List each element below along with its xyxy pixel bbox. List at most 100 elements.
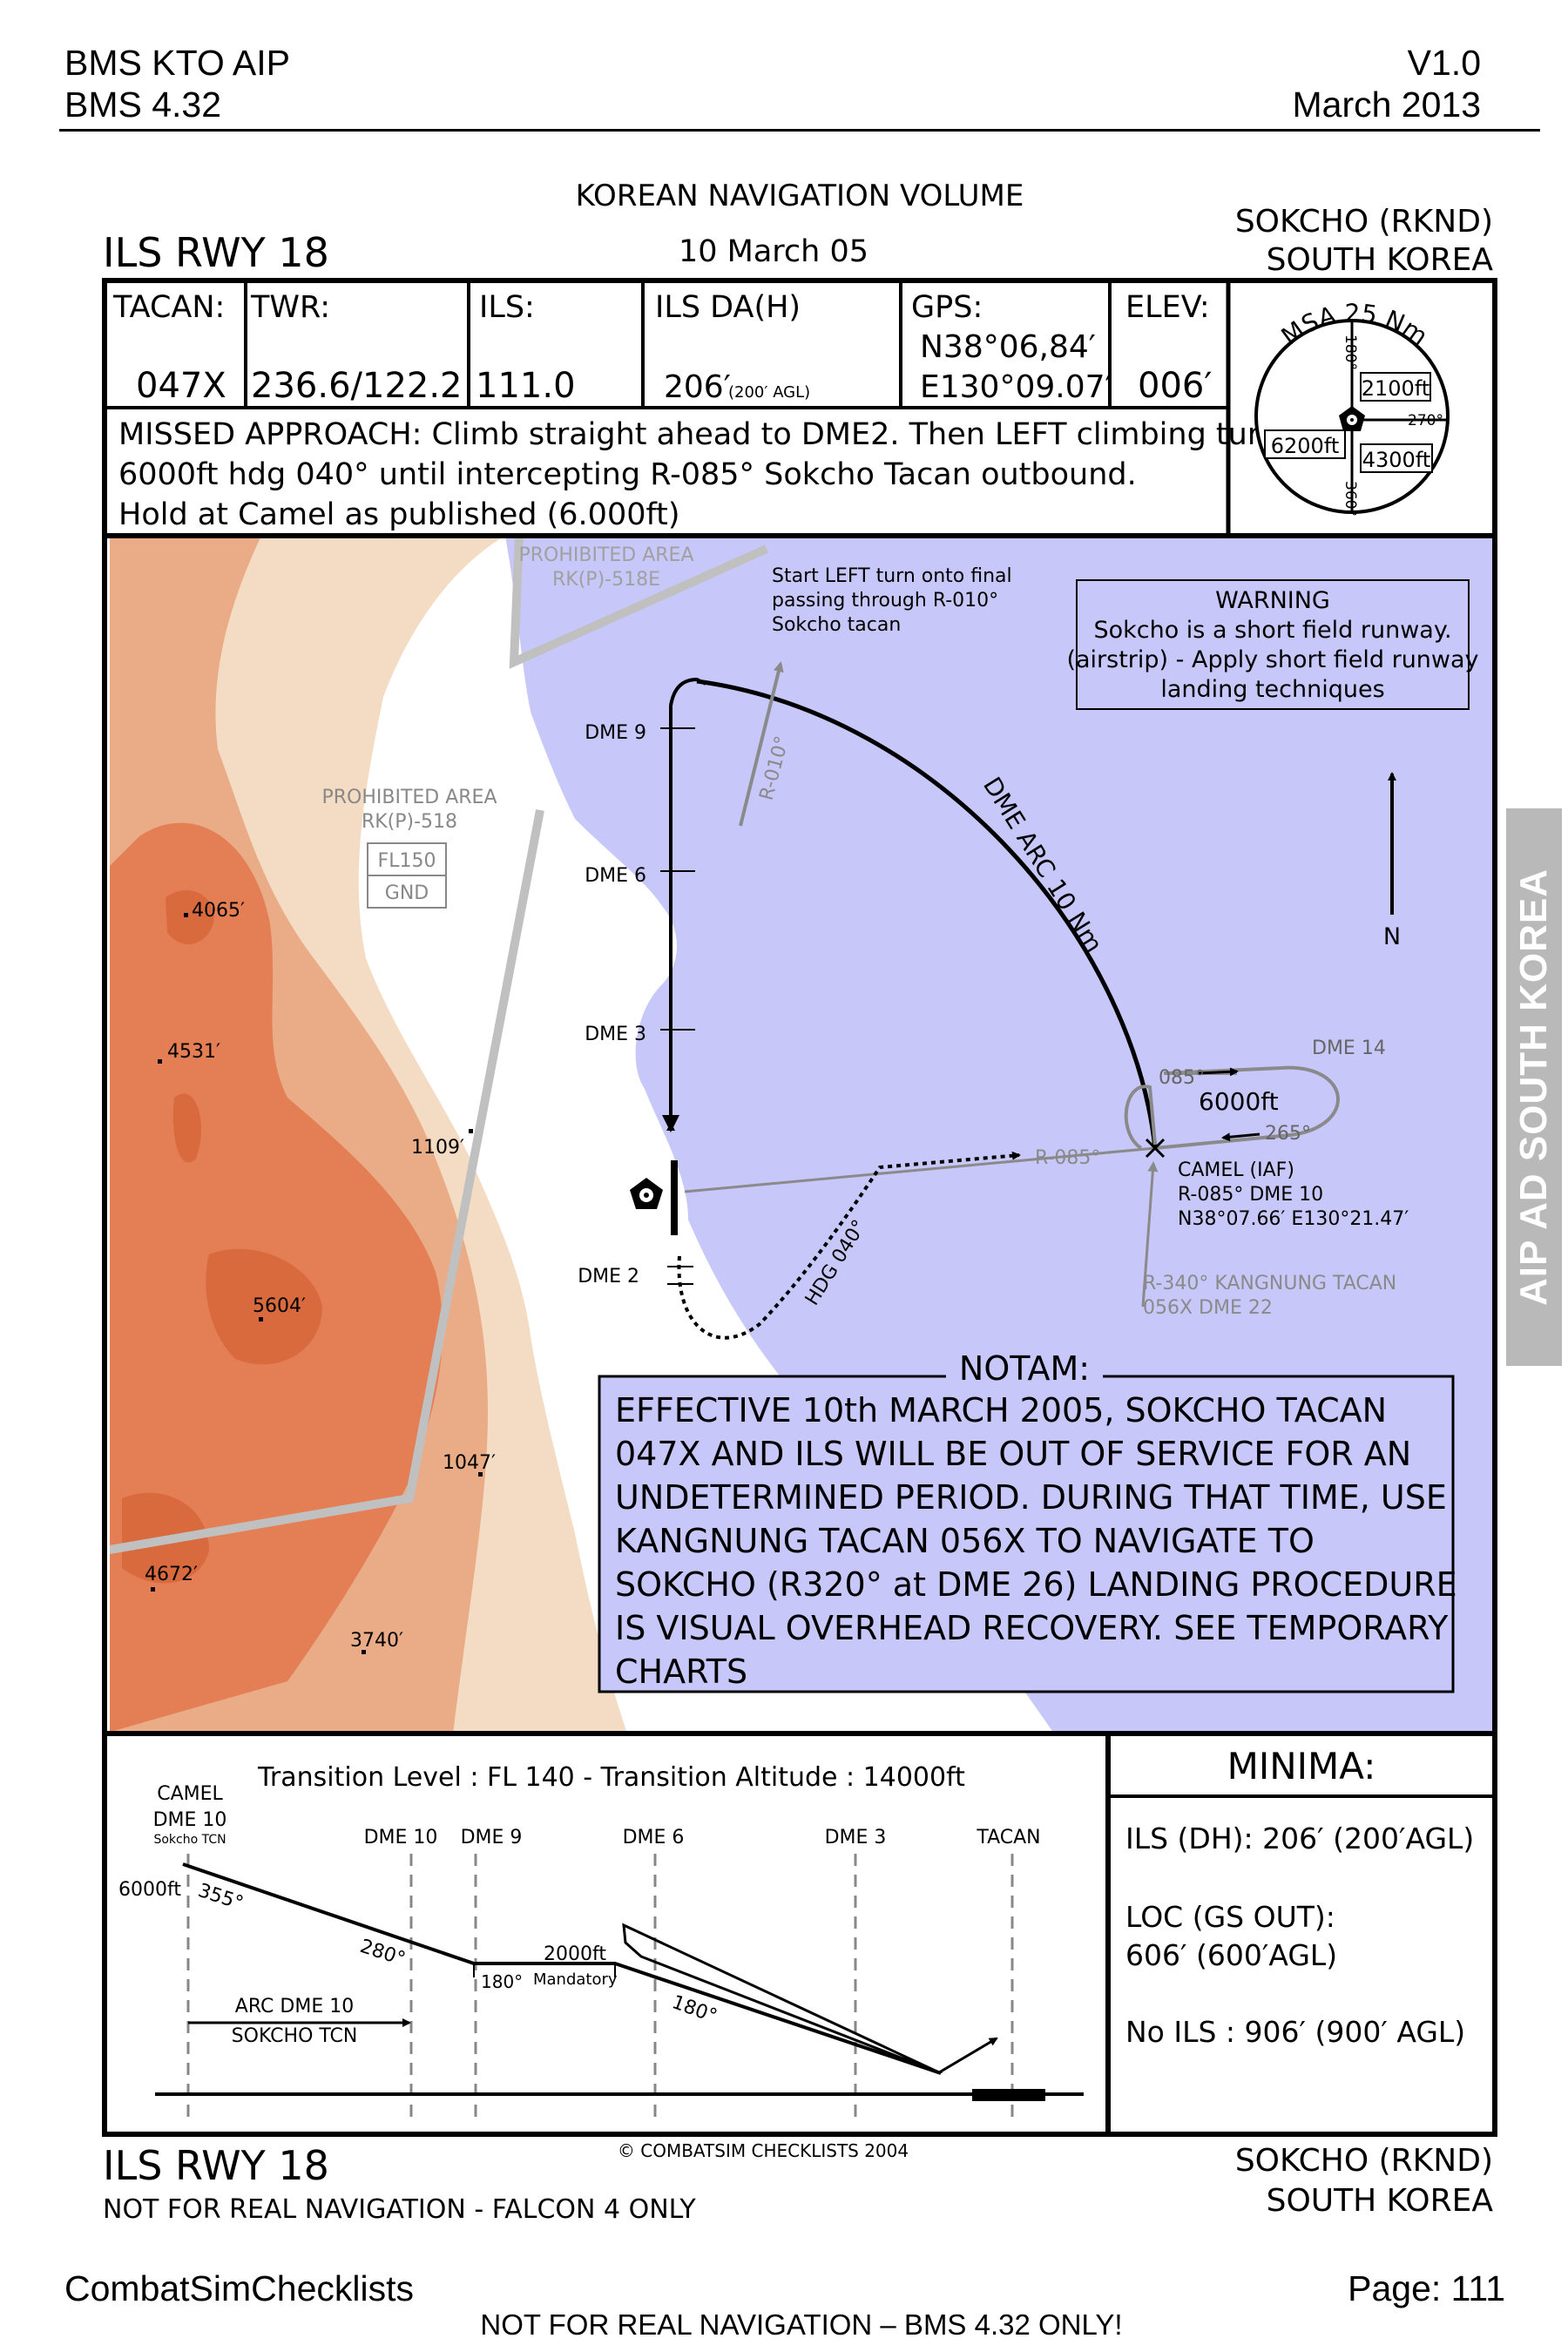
- profile-fix-lines: [186, 1854, 1014, 2117]
- gps-lon: E130°09.07′: [920, 369, 1112, 405]
- descent-profile: [182, 1862, 942, 2075]
- radial-085-label: R-085°: [1035, 1147, 1100, 1169]
- header-date: March 2013: [1292, 84, 1481, 125]
- dme-2-label: DME 2: [578, 1266, 639, 1288]
- section-tab: AIP AD SOUTH KOREA: [1506, 808, 1562, 1366]
- profile-crs-180a: 180°: [481, 1971, 523, 1992]
- start-turn-note: Sokcho tacan: [772, 614, 901, 636]
- prohibited-area-label: PROHIBITED AREA: [518, 544, 693, 566]
- elevation-label: 4065′: [192, 900, 245, 922]
- profile-camel: Sokcho TCN: [153, 1833, 226, 1847]
- header-doc-version: BMS 4.32: [64, 84, 222, 125]
- warning-text: landing techniques: [1160, 676, 1384, 703]
- msa-diagram: MSA 25 Nm 2100ft 6200ft 4300ft 180° 270°…: [1254, 299, 1450, 517]
- tacan-label: TACAN:: [112, 290, 225, 325]
- prohibited-boundary: [509, 538, 769, 669]
- elev-label: ELEV:: [1125, 290, 1210, 325]
- warning-text: (airstrip) - Apply short field runway: [1066, 646, 1478, 673]
- profile-alt-6000: 6000ft: [118, 1879, 181, 1901]
- notam-line: SOKCHO (R320° at DME 26) LANDING PROCEDU…: [615, 1565, 1457, 1604]
- radial-085: [684, 1146, 1156, 1193]
- camel-fix-icon: [1145, 1138, 1166, 1159]
- notam-line: 047X AND ILS WILL BE OUT OF SERVICE FOR …: [615, 1435, 1411, 1473]
- radial-010: [739, 661, 784, 827]
- prohibited-area-label: PROHIBITED AREA: [321, 787, 497, 808]
- glide-slope-feather: [622, 1923, 942, 2075]
- camel-coords: N38°07.66′ E130°21.47′: [1178, 1208, 1409, 1230]
- spot-elevations: [151, 913, 483, 1654]
- dme-3-label: DME 3: [585, 1024, 646, 1045]
- ils-da-agl: (200′ AGL): [728, 383, 810, 402]
- elevation-label: 3740′: [350, 1630, 403, 1652]
- airport-country: SOUTH KOREA: [1267, 242, 1494, 278]
- holding-pattern: [1124, 1065, 1340, 1150]
- gps-label: GPS:: [911, 290, 983, 325]
- profile-fix-label: DME 6: [623, 1827, 685, 1848]
- section-tab-label: AIP AD SOUTH KOREA: [1512, 868, 1555, 1307]
- footer-notice: NOT FOR REAL NAVIGATION – BMS 4.32 ONLY!: [480, 2308, 1123, 2341]
- fl-top: FL150: [378, 850, 436, 872]
- terrain-peak-2: [206, 1248, 322, 1365]
- profile-climb: [939, 2037, 998, 2073]
- start-turn-note: passing through R-010°: [772, 590, 998, 612]
- terrain-peak-4: [172, 1093, 201, 1163]
- header-rule: [59, 129, 1540, 132]
- profile-crs-355: 355°: [195, 1880, 246, 1915]
- minima-no-ils: No ILS : 906′ (900′ AGL): [1125, 2015, 1465, 2049]
- msa-alt-ne: 2100ft: [1362, 376, 1430, 401]
- elevation-label: 5604′: [253, 1295, 306, 1317]
- header-doc-title: BMS KTO AIP: [64, 43, 290, 83]
- transition-info: Transition Level : FL 140 - Transition A…: [257, 1762, 965, 1793]
- start-turn-note: Start LEFT turn onto final: [772, 565, 1012, 587]
- dme-14-label: DME 14: [1312, 1037, 1386, 1059]
- approach-track: [666, 677, 706, 1131]
- gps-lat: N38°06,84′: [920, 329, 1096, 365]
- warning-text: Sokcho is a short field runway.: [1093, 617, 1451, 644]
- terrain-peak-1: [166, 889, 214, 944]
- elevation-label: 4672′: [145, 1564, 198, 1585]
- notam-line: CHARTS: [615, 1652, 747, 1691]
- camel-label: CAMEL (IAF): [1178, 1159, 1294, 1181]
- hold-altitude: 6000ft: [1199, 1087, 1279, 1116]
- profile-arc: SOKCHO TCN: [232, 2025, 358, 2047]
- footer-publisher: CombatSimChecklists: [64, 2268, 414, 2308]
- profile-mandatory: Mandatory: [533, 1970, 618, 1989]
- page-number: Page: 111: [1348, 2268, 1505, 2308]
- dme-9-label: DME 9: [585, 722, 646, 744]
- missed-approach-line: Hold at Camel as published (6.000ft): [118, 497, 680, 532]
- notam-line: IS VISUAL OVERHEAD RECOVERY. SEE TEMPORA…: [615, 1609, 1449, 1647]
- hold-inbound-course: 265°: [1265, 1123, 1311, 1145]
- kangnung-radial: [1141, 1161, 1159, 1308]
- profile-fix-label: TACAN: [976, 1827, 1040, 1848]
- msa-brg-right: 270°: [1408, 412, 1443, 429]
- prohibited-boundary-2: [110, 809, 544, 1555]
- ils-da-label: ILS DA(H): [655, 290, 801, 325]
- chart-frame: [102, 278, 1497, 2137]
- kangnung-label: 056X DME 22: [1143, 1297, 1273, 1319]
- minima-ils: ILS (DH): 206′ (200′AGL): [1125, 1821, 1474, 1855]
- minima-loc: LOC (GS OUT):: [1125, 1900, 1335, 1934]
- msa-alt-w: 6200ft: [1271, 434, 1340, 458]
- notam-line: KANGNUNG TACAN 056X TO NAVIGATE TO: [615, 1522, 1315, 1560]
- warning-title: WARNING: [1215, 587, 1330, 614]
- tacan-icon: [630, 1178, 663, 1209]
- footer-chart-title: ILS RWY 18: [103, 2142, 329, 2189]
- missed-approach-line: 6000ft hdg 040° until intercepting R-085…: [118, 457, 1137, 492]
- profile-alt-2000: 2000ft: [544, 1943, 606, 1965]
- ils-value: 111.0: [476, 366, 576, 406]
- airport-name: SOKCHO (RKND): [1235, 204, 1493, 240]
- elevation-label: 4531′: [167, 1041, 220, 1063]
- profile-fix-label: DME 9: [461, 1827, 523, 1848]
- north-label: N: [1383, 923, 1401, 950]
- dme-6-label: DME 6: [585, 865, 646, 887]
- notam-line: UNDETERMINED PERIOD. DURING THAT TIME, U…: [615, 1478, 1447, 1517]
- copyright: © COMBATSIM CHECKLISTS 2004: [618, 2140, 909, 2161]
- elevation-label: 1047′: [443, 1452, 496, 1474]
- missed-approach-line: MISSED APPROACH: Climb straight ahead to…: [118, 417, 1319, 452]
- footer-country: SOUTH KOREA: [1267, 2183, 1494, 2219]
- minima-loc-value: 606′ (600′AGL): [1125, 1938, 1337, 1972]
- msa-alt-se: 4300ft: [1362, 448, 1431, 472]
- ils-label: ILS:: [479, 290, 535, 325]
- profile-crs-280: 280°: [357, 1936, 408, 1970]
- volume-title: KOREAN NAVIGATION VOLUME: [576, 179, 1024, 213]
